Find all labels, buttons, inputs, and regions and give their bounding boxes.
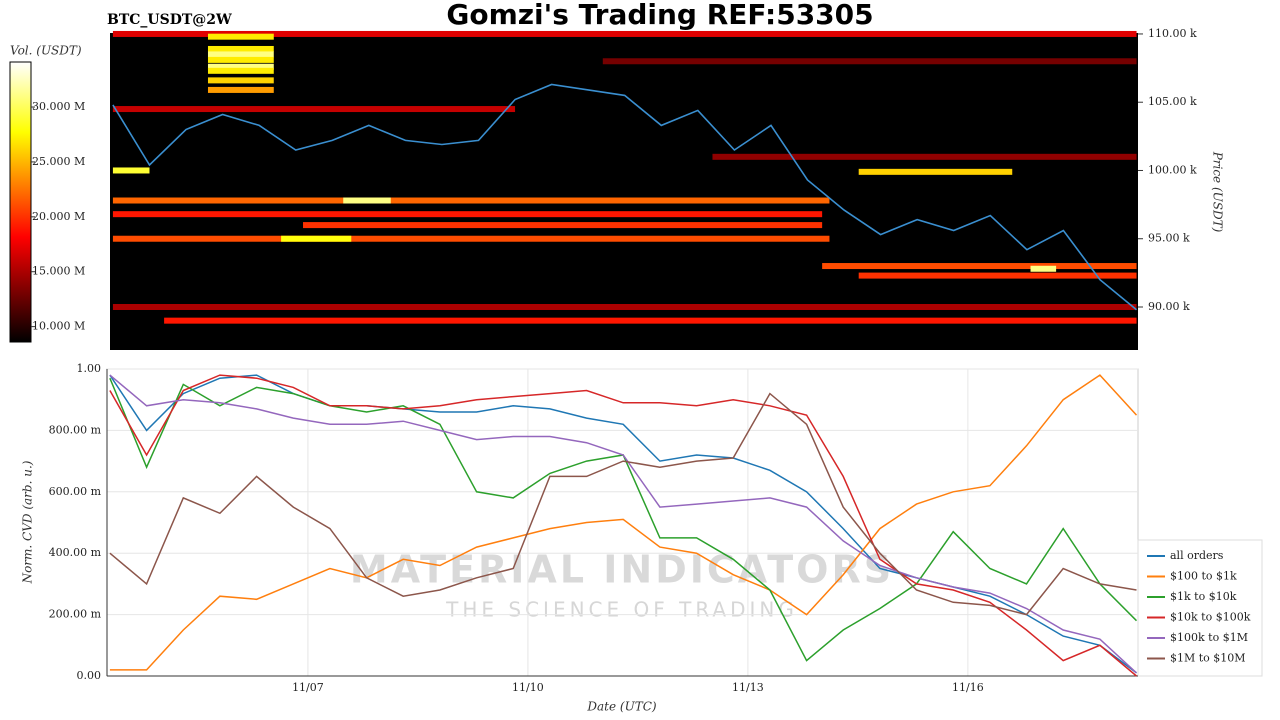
heat-band bbox=[112, 106, 516, 113]
heat-band bbox=[112, 235, 830, 242]
y-tick-label: 1.00 bbox=[77, 362, 102, 375]
heat-band bbox=[207, 45, 274, 52]
heat-band bbox=[112, 303, 1137, 310]
colorbar-tick-label: 25.000 M bbox=[32, 155, 85, 168]
colorbar-tick-label: 20.000 M bbox=[32, 210, 85, 223]
heat-band bbox=[1030, 265, 1057, 272]
heat-band bbox=[112, 167, 150, 174]
colorbar-tick-label: 30.000 M bbox=[32, 100, 85, 113]
y-tick-label: 200.00 m bbox=[49, 608, 102, 621]
legend-label: $1M to $10M bbox=[1170, 652, 1246, 665]
y-tick-label: 800.00 m bbox=[49, 423, 102, 436]
y-axis-title: Price (USDT) bbox=[1211, 151, 1225, 233]
heat-band bbox=[112, 30, 1137, 37]
legend-label: $100 to $1k bbox=[1170, 570, 1237, 583]
x-tick-label: 11/10 bbox=[512, 681, 544, 694]
y-tick-label: 0.00 bbox=[77, 669, 102, 682]
heat-band bbox=[602, 58, 1137, 65]
colorbar bbox=[9, 61, 32, 343]
heat-band bbox=[303, 222, 823, 229]
y-tick-label: 90.00 k bbox=[1148, 300, 1190, 313]
y-axis-title: Norm. CVD (arb. u.) bbox=[21, 460, 35, 584]
watermark-tagline: THE SCIENCE OF TRADING bbox=[445, 598, 798, 622]
heat-band bbox=[343, 197, 391, 204]
heatmap-background bbox=[110, 33, 1138, 350]
heat-band bbox=[164, 317, 1137, 324]
heat-band bbox=[207, 56, 274, 63]
chart-title: Gomzi's Trading REF:53305 bbox=[446, 0, 873, 31]
x-tick-label: 11/07 bbox=[292, 681, 324, 694]
y-tick-label: 95.00 k bbox=[1148, 232, 1190, 245]
legend-label: $10k to $100k bbox=[1170, 611, 1251, 624]
watermark: MATERIAL INDICATORS bbox=[350, 548, 894, 592]
cvd-line bbox=[109, 374, 1138, 674]
cvd-line bbox=[109, 374, 1138, 671]
y-tick-label: 600.00 m bbox=[49, 485, 102, 498]
x-axis-title: Date (UTC) bbox=[586, 700, 656, 714]
heat-band bbox=[822, 263, 1137, 270]
heat-band bbox=[207, 77, 274, 84]
cvd-line bbox=[109, 392, 1137, 616]
heat-band bbox=[858, 168, 1013, 175]
heat-band bbox=[112, 211, 823, 218]
heat-band bbox=[207, 51, 274, 58]
colorbar-label: Vol. (USDT) bbox=[10, 44, 82, 58]
heat-band bbox=[712, 153, 1137, 160]
y-tick-label: 110.00 k bbox=[1148, 27, 1197, 40]
x-tick-label: 11/13 bbox=[732, 681, 764, 694]
cvd-line bbox=[109, 374, 1137, 674]
colorbar-tick-label: 10.000 M bbox=[32, 320, 85, 333]
y-tick-label: 400.00 m bbox=[49, 546, 102, 559]
x-tick-label: 11/16 bbox=[952, 681, 984, 694]
legend-label: all orders bbox=[1170, 549, 1224, 562]
heat-band bbox=[207, 67, 274, 74]
heat-band bbox=[207, 86, 274, 93]
y-tick-label: 100.00 k bbox=[1148, 163, 1197, 176]
symbol-label: BTC_USDT@2W bbox=[107, 12, 232, 28]
legend bbox=[1137, 539, 1263, 677]
heat-band bbox=[112, 197, 830, 204]
plot-area bbox=[106, 368, 1139, 677]
heat-band bbox=[281, 235, 352, 242]
legend-label: $1k to $10k bbox=[1170, 590, 1237, 603]
heat-band bbox=[207, 63, 274, 70]
heat-band bbox=[207, 33, 274, 40]
price-line bbox=[112, 83, 1138, 311]
colorbar-tick-label: 15.000 M bbox=[32, 265, 85, 278]
cvd-line bbox=[109, 374, 1137, 677]
y-tick-label: 105.00 k bbox=[1148, 95, 1197, 108]
heat-band bbox=[858, 272, 1137, 279]
legend-label: $100k to $1M bbox=[1170, 631, 1248, 644]
